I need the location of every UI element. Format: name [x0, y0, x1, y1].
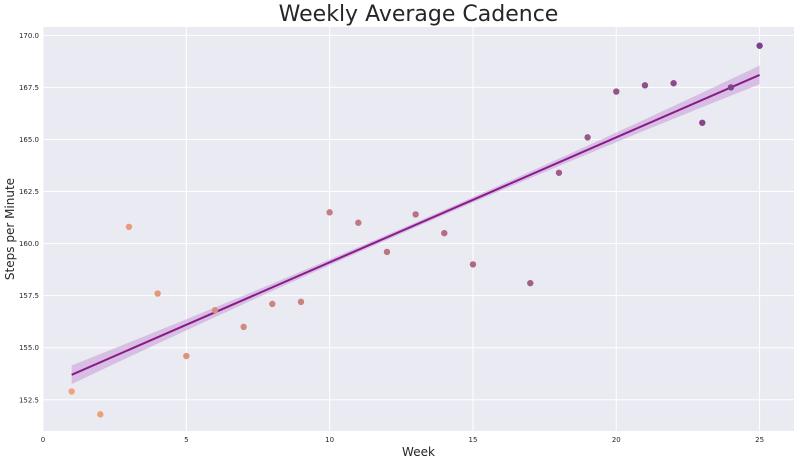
data-point	[699, 119, 706, 126]
data-points	[68, 42, 763, 418]
data-point	[613, 88, 620, 95]
grid-lines	[42, 27, 794, 431]
data-point	[441, 229, 448, 237]
data-point	[412, 211, 419, 218]
y-tick-label: 165.0	[19, 136, 39, 144]
data-point	[670, 80, 677, 87]
x-tick-label: 20	[612, 436, 621, 444]
x-tick-label: 5	[184, 436, 188, 444]
x-axis-label: Week	[402, 445, 435, 459]
data-point	[469, 261, 477, 268]
x-tick-labels: 0 5 10 15 20 25	[41, 436, 764, 444]
data-point	[727, 84, 735, 91]
y-tick-label: 155.0	[19, 344, 39, 352]
regression-line-group	[71, 73, 761, 376]
data-point	[756, 42, 763, 49]
data-point	[326, 209, 333, 216]
data-point	[555, 169, 563, 176]
data-point	[355, 219, 362, 226]
chart-title: Weekly Average Cadence	[279, 2, 559, 27]
data-point	[269, 300, 276, 308]
data-point	[641, 82, 649, 89]
y-tick-label: 157.5	[19, 292, 39, 300]
y-tick-label: 160.0	[19, 240, 39, 248]
y-tick-label: 152.5	[19, 396, 39, 404]
x-tick-label: 25	[755, 436, 764, 444]
y-tick-label: 167.5	[19, 84, 39, 92]
y-tick-label: 170.0	[19, 32, 39, 40]
plot-background	[43, 27, 794, 431]
y-axis-label: Steps per Minute	[3, 178, 17, 280]
data-point	[527, 279, 534, 287]
data-point	[183, 352, 190, 360]
data-point	[297, 298, 305, 306]
data-point	[125, 223, 133, 231]
data-point	[97, 411, 104, 418]
data-point	[68, 388, 75, 395]
x-tick-label: 0	[41, 436, 45, 444]
x-tick-label: 15	[469, 436, 478, 444]
data-point	[154, 290, 161, 297]
regression-line	[71, 73, 761, 376]
data-point	[211, 307, 219, 314]
y-tick-label: 162.5	[19, 188, 39, 196]
y-tick-labels: 152.5 155.0 157.5 160.0 162.5 165.0 167.5 170.0	[19, 32, 39, 404]
data-point	[584, 134, 591, 141]
x-tick-label: 10	[325, 436, 334, 444]
data-point	[240, 323, 247, 331]
data-point	[383, 248, 391, 256]
